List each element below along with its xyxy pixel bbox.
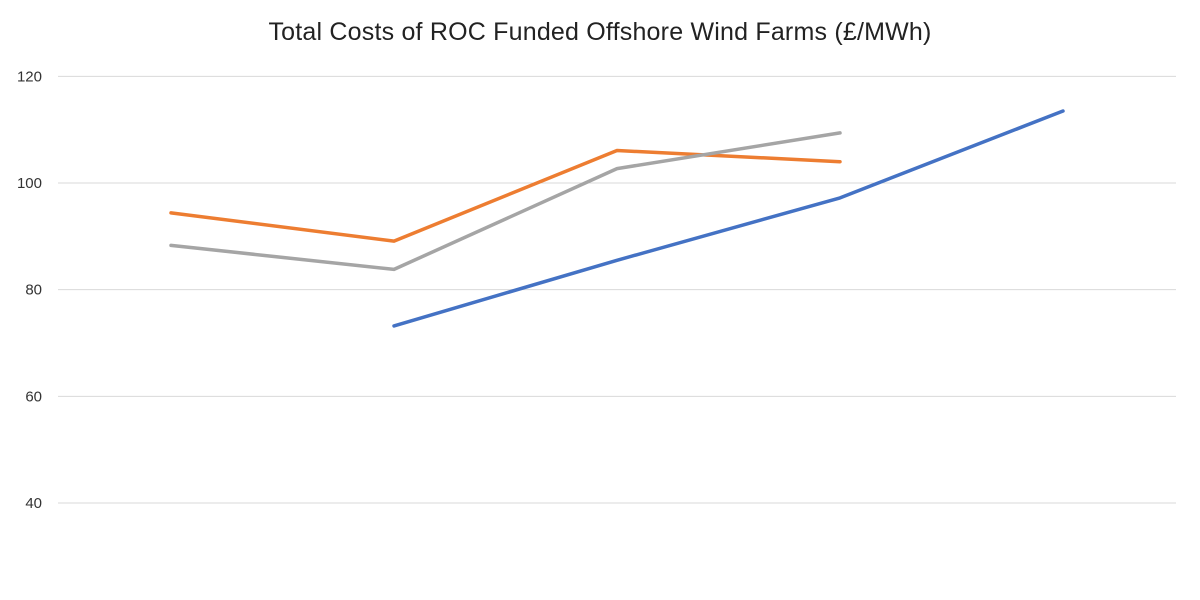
- y-tick-label-40: 40: [25, 495, 42, 512]
- y-tick-label-120: 120: [17, 68, 42, 85]
- series-line-3: [392, 109, 1065, 328]
- y-tick-label-80: 80: [25, 282, 42, 299]
- series-line-2: [169, 131, 842, 272]
- series-line-1: [169, 148, 842, 243]
- y-tick-label-60: 60: [25, 388, 42, 405]
- grid-layer: [58, 75, 1176, 504]
- y-tick-label-100: 100: [17, 175, 42, 192]
- chart-title: Total Costs of ROC Funded Offshore Wind …: [268, 18, 932, 46]
- series-layer: [169, 109, 1065, 328]
- y-axis-ticks: 40 60 80 100 120: [17, 68, 42, 512]
